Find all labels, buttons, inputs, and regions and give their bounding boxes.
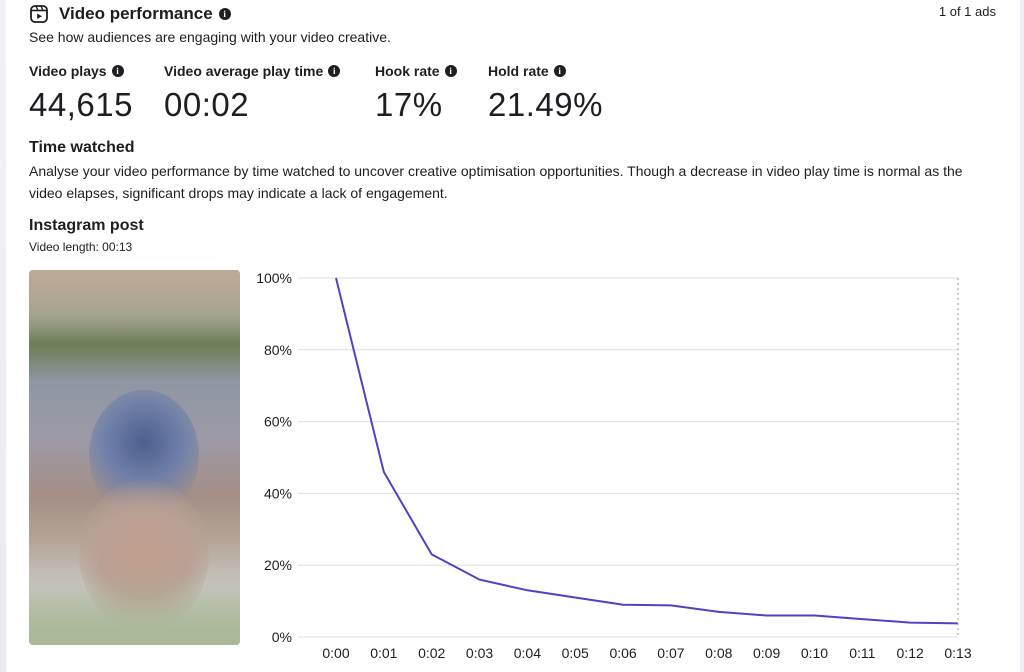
time-watched-chart: 0%20%40%60%80%100% 0:00 0:01 0:02 0:03 0:04 0… — [256, 270, 972, 661]
info-icon[interactable]: i — [111, 65, 124, 77]
series-line — [335, 277, 959, 625]
x-tick-label: 0:06 — [609, 645, 636, 661]
left-edge — [0, 0, 6, 672]
metric-hook-rate: Hook rate i 17% — [375, 62, 457, 124]
y-axis-ticks: 0% 20% 40% 60% 80% 100% — [256, 270, 292, 645]
x-tick-label: 0:13 — [944, 645, 971, 661]
time-watched-description: Analyse your video performance by time w… — [29, 163, 963, 201]
y-tick-label: 80% — [264, 342, 292, 358]
x-tick-label: 0:00 — [322, 645, 349, 661]
x-tick-label: 0:04 — [514, 645, 541, 661]
info-icon[interactable]: i — [444, 65, 457, 77]
video-thumbnail[interactable] — [29, 270, 240, 645]
x-tick-label: 0:10 — [801, 645, 828, 661]
y-tick-label: 100% — [256, 270, 292, 286]
x-tick-label: 0:08 — [705, 645, 732, 661]
page-title: Video performance i — [59, 4, 231, 24]
metric-label: Hold rate — [488, 63, 549, 79]
x-tick-label: 0:09 — [753, 645, 780, 661]
y-tick-label: 0% — [272, 629, 292, 645]
x-tick-label: 0:07 — [657, 645, 684, 661]
title-text: Video performance — [59, 4, 213, 23]
x-axis-ticks: 0:00 0:01 0:02 0:03 0:04 0:05 0:06 0:07 0:08 0:09… — [322, 645, 971, 661]
chart-grid — [298, 277, 958, 638]
page-subtitle: See how audiences are engaging with your… — [29, 29, 391, 45]
video-play-icon — [30, 5, 48, 23]
metric-average-play-time: Video average play time i 00:02 — [164, 62, 341, 124]
metric-hold-rate: Hold rate i 21.49% — [488, 62, 603, 124]
ads-count: 1 of 1 ads — [938, 4, 996, 19]
metric-video-plays: Video plays i 44,615 — [29, 62, 133, 124]
metric-value: 17% — [375, 86, 443, 123]
video-length: Video length: 00:13 — [29, 240, 133, 254]
x-tick-label: 0:01 — [370, 645, 397, 661]
info-icon[interactable]: i — [328, 65, 341, 77]
x-tick-label: 0:03 — [466, 645, 493, 661]
post-title: Instagram post — [29, 217, 144, 234]
x-tick-label: 0:05 — [562, 645, 589, 661]
y-tick-label: 20% — [264, 557, 292, 573]
y-tick-label: 60% — [264, 414, 292, 430]
x-tick-label: 0:02 — [418, 645, 445, 661]
right-edge — [1020, 0, 1024, 672]
info-icon[interactable]: i — [553, 65, 566, 77]
time-watched-title: Time watched — [29, 139, 135, 156]
info-icon[interactable]: i — [218, 8, 231, 20]
x-tick-label: 0:12 — [897, 645, 924, 661]
metric-value: 44,615 — [29, 86, 133, 123]
metric-label: Video average play time — [164, 63, 324, 79]
metric-value: 00:02 — [164, 86, 250, 123]
metric-label: Video plays — [29, 63, 107, 79]
x-tick-label: 0:11 — [849, 645, 875, 661]
metric-value: 21.49% — [488, 86, 603, 123]
metric-label: Hook rate — [375, 63, 440, 79]
y-tick-label: 40% — [264, 485, 292, 501]
